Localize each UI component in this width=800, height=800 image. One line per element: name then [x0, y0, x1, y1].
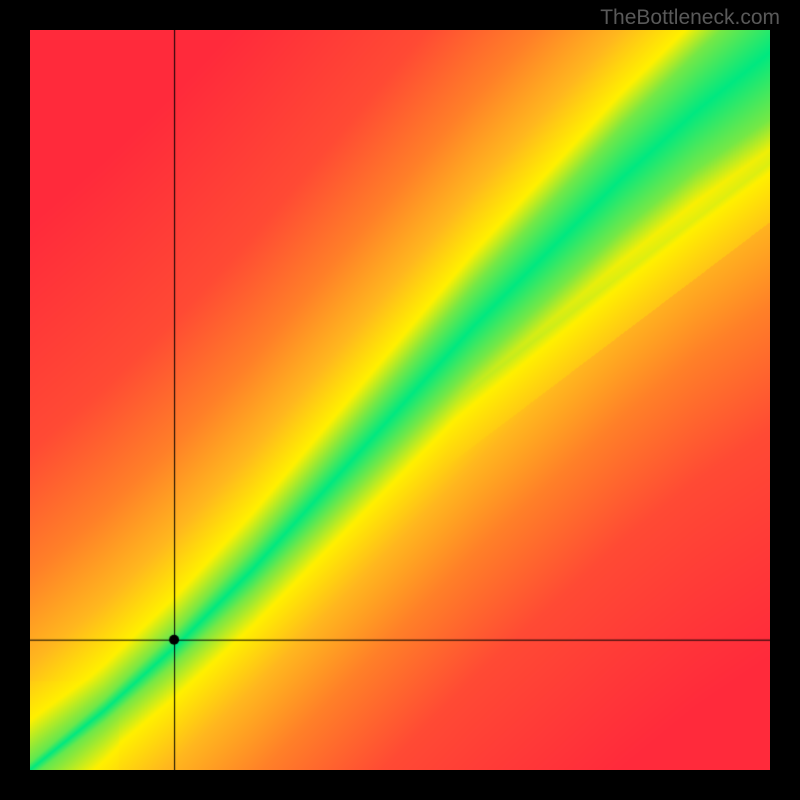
- watermark-text: TheBottleneck.com: [600, 6, 780, 30]
- chart-container: TheBottleneck.com: [0, 0, 800, 800]
- heatmap-canvas: [30, 30, 770, 770]
- plot-area: [30, 30, 770, 770]
